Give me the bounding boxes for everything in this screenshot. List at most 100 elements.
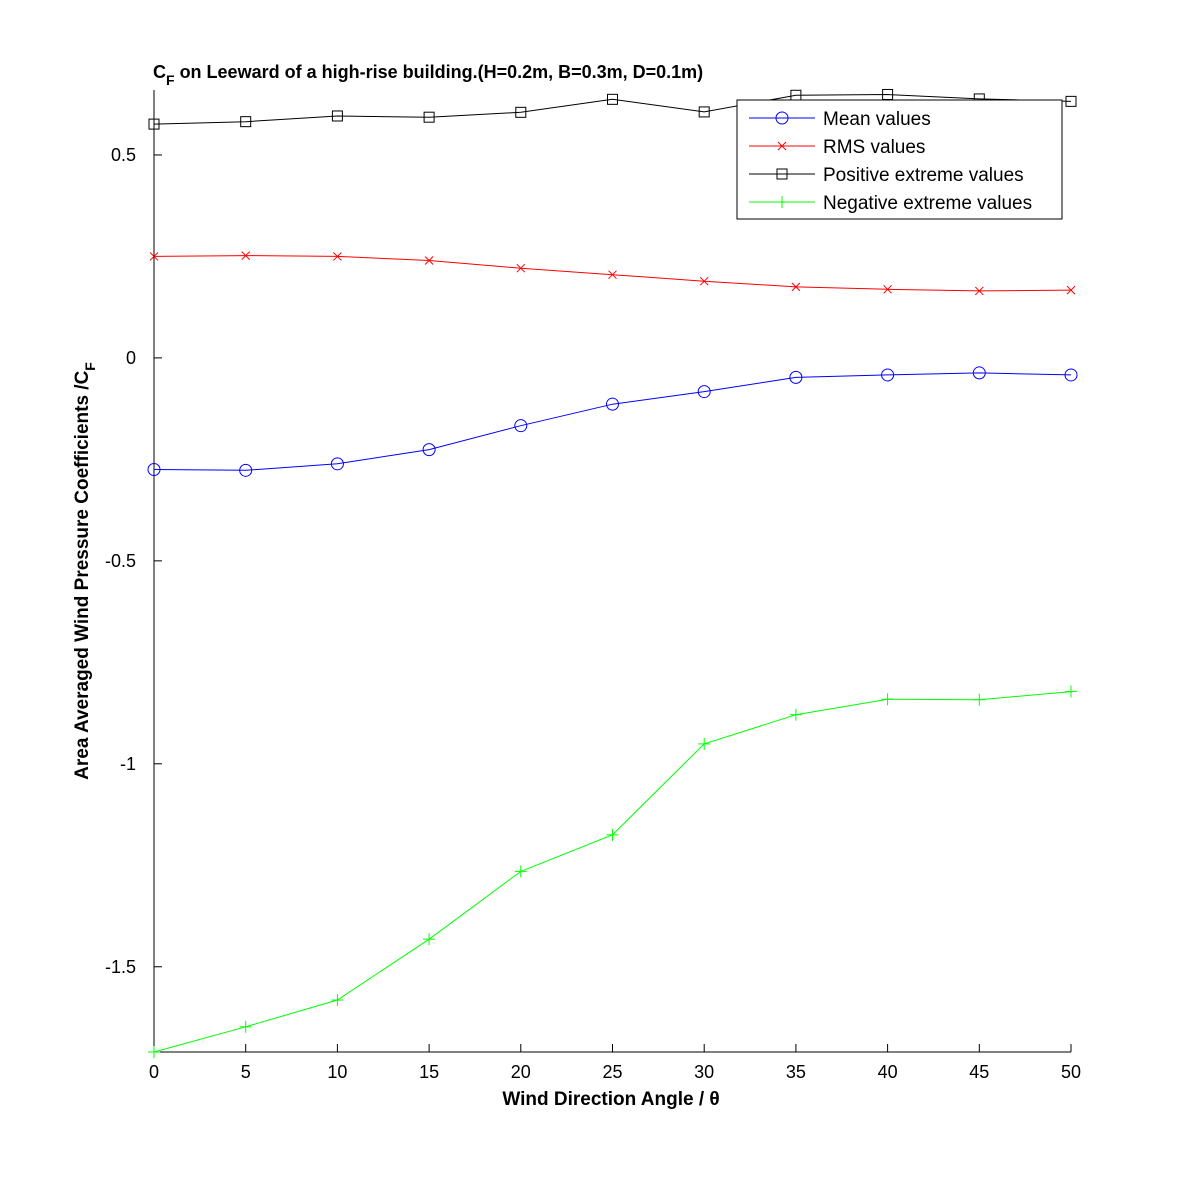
x-tick-label: 15 (419, 1062, 439, 1082)
data-point-rms-values (516, 263, 526, 273)
y-axis-ticks: 0.5 0 -0.5 -1 -1.5 (105, 145, 162, 977)
data-point-rms-values (1066, 285, 1076, 295)
legend-item: RMS values (749, 137, 925, 158)
marker-stroke (241, 251, 251, 260)
x-tick-label: 25 (602, 1062, 622, 1082)
data-point-mean-values (422, 443, 436, 457)
series-line-mean-values (153, 372, 1072, 471)
data-point-positive-extreme-values (423, 111, 435, 123)
data-point-positive-extreme-values (331, 110, 343, 122)
legend-box (736, 99, 1063, 220)
marker-stroke (974, 286, 984, 296)
data-point-mean-values (514, 419, 528, 433)
marker-stroke (791, 282, 801, 292)
data-point-mean-values (972, 366, 986, 380)
marker-stroke (516, 263, 526, 273)
legend-swatch-marker (776, 168, 788, 180)
series-rms-values (149, 251, 1076, 296)
legend-item: Mean values (749, 109, 931, 130)
data-point-rms-values (791, 282, 801, 292)
y-tick-label: -0.5 (105, 551, 136, 571)
data-point-positive-extreme-values (607, 93, 618, 105)
x-tick-label: 50 (1061, 1062, 1081, 1082)
data-point-mean-values (147, 463, 161, 477)
series-layer (147, 88, 1078, 1058)
data-point-negative-extreme-values (698, 737, 711, 750)
legend-item: Negative extreme values (749, 193, 1032, 214)
y-tick-label: -1.5 (105, 957, 136, 977)
data-point-rms-values (699, 276, 709, 286)
y-tick-label: 0 (126, 348, 136, 368)
y-tick-label: -1 (120, 754, 136, 774)
legend: Mean values RMS values Positive extreme va… (736, 99, 1063, 220)
data-point-rms-values (974, 286, 984, 296)
data-point-mean-values (330, 457, 344, 471)
marker-stroke (1066, 285, 1076, 295)
series-negative-extreme-values (148, 685, 1077, 1058)
x-tick-label: 10 (327, 1062, 347, 1082)
legend-label: Negative extreme values (823, 193, 1032, 214)
x-tick-label: 35 (786, 1062, 806, 1082)
plot-area: 0 5 10 15 20 25 30 35 40 45 50 0.5 0 -0.5 -1 -1.5 (105, 88, 1081, 1082)
marker-stroke (608, 270, 617, 280)
data-point-rms-values (333, 252, 342, 261)
marker-stroke (333, 252, 342, 261)
marker-stroke (699, 276, 709, 286)
x-tick-label: 30 (694, 1062, 714, 1082)
data-point-mean-values (606, 397, 619, 411)
legend-swatch-marker (777, 141, 787, 151)
x-axis-label: Wind Direction Angle / θ (502, 1089, 719, 1110)
series-line-positive-extreme-values (153, 93, 1072, 125)
data-point-positive-extreme-values (1065, 95, 1077, 107)
legend-swatch-marker (775, 111, 789, 125)
data-point-negative-extreme-values (331, 994, 344, 1007)
data-point-negative-extreme-values (239, 1020, 252, 1033)
data-point-rms-values (149, 252, 159, 261)
data-point-positive-extreme-values (515, 106, 527, 118)
data-point-negative-extreme-values (606, 828, 619, 841)
marker-stroke (424, 256, 434, 265)
data-point-mean-values (697, 385, 711, 399)
chart-title-subscript: F (166, 72, 175, 88)
series-positive-extreme-values (148, 88, 1077, 130)
x-tick-label: 45 (969, 1062, 989, 1082)
data-point-rms-values (241, 251, 251, 260)
data-point-mean-values (1064, 368, 1078, 382)
marker-stroke (883, 284, 892, 294)
data-point-mean-values (239, 463, 253, 477)
legend-swatch-marker (776, 196, 788, 208)
y-axis-label-subscript: F (82, 362, 98, 371)
data-point-negative-extreme-values (881, 693, 894, 706)
legend-label: RMS values (823, 137, 925, 158)
y-axis-label: Area Averaged Wind Pressure Coefficients… (72, 362, 98, 780)
data-point-positive-extreme-values (148, 118, 160, 130)
legend-label: Mean values (823, 109, 931, 130)
x-tick-label: 0 (149, 1062, 159, 1082)
data-point-negative-extreme-values (423, 933, 436, 946)
data-point-rms-values (608, 270, 617, 280)
data-point-positive-extreme-values (698, 106, 710, 118)
x-tick-label: 20 (511, 1062, 531, 1082)
data-point-negative-extreme-values (514, 865, 527, 878)
data-point-negative-extreme-values (1065, 685, 1077, 698)
data-point-mean-values (789, 370, 803, 384)
data-point-negative-extreme-values (789, 708, 802, 721)
data-point-positive-extreme-values (240, 116, 252, 128)
data-point-negative-extreme-values (148, 1046, 160, 1058)
x-axis-ticks: 0 5 10 15 20 25 30 35 40 45 50 (149, 1044, 1081, 1082)
data-point-mean-values (881, 368, 895, 382)
chart-title: CF on Leeward of a high-rise building.(H… (153, 62, 703, 88)
legend-label: Positive extreme values (823, 165, 1024, 186)
x-tick-label: 5 (241, 1062, 251, 1082)
y-tick-label: 0.5 (111, 145, 136, 165)
data-point-negative-extreme-values (973, 693, 986, 706)
legend-item: Positive extreme values (749, 165, 1024, 186)
marker-stroke (149, 252, 159, 261)
x-tick-label: 40 (878, 1062, 898, 1082)
data-point-rms-values (424, 256, 434, 265)
data-point-positive-extreme-values (882, 88, 894, 100)
data-point-rms-values (883, 284, 892, 294)
series-mean-values (147, 366, 1078, 477)
marker-stroke (777, 141, 787, 151)
